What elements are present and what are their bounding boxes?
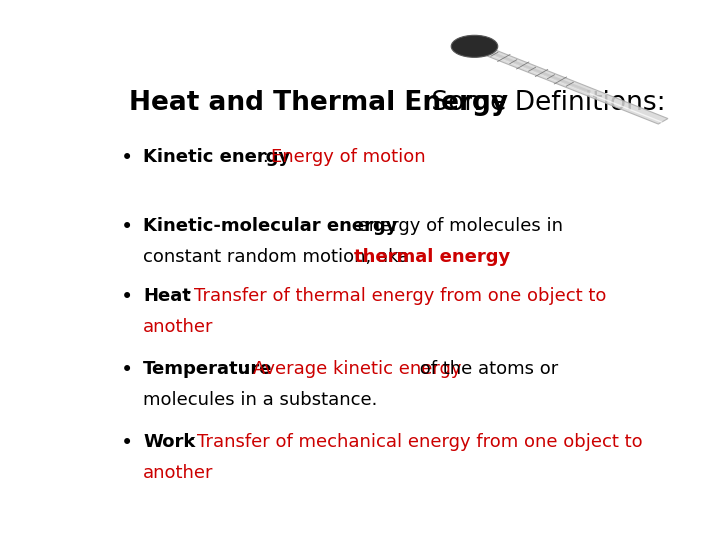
Text: molecules in a substance.: molecules in a substance. — [143, 391, 377, 409]
Text: constant random motion, aka: constant random motion, aka — [143, 248, 415, 266]
Text: Transfer of mechanical energy from one object to: Transfer of mechanical energy from one o… — [197, 433, 643, 451]
Text: :: : — [243, 360, 256, 378]
Text: Kinetic energy: Kinetic energy — [143, 148, 290, 166]
Text: Some Definitions:: Some Definitions: — [423, 90, 665, 116]
Polygon shape — [469, 44, 668, 124]
Text: :: : — [257, 148, 275, 166]
Text: another: another — [143, 464, 214, 482]
Text: Transfer of thermal energy from one object to: Transfer of thermal energy from one obje… — [194, 287, 606, 305]
Circle shape — [451, 35, 498, 57]
Text: Heat: Heat — [143, 287, 191, 305]
Text: Kinetic-molecular energy: Kinetic-molecular energy — [143, 217, 397, 234]
Text: of the atoms or: of the atoms or — [414, 360, 559, 378]
Text: •: • — [121, 433, 133, 453]
Text: Temperature: Temperature — [143, 360, 272, 378]
Text: Average kinetic energy: Average kinetic energy — [253, 360, 461, 378]
Text: Energy of motion: Energy of motion — [271, 148, 426, 166]
Text: :: : — [184, 433, 201, 451]
Text: thermal energy: thermal energy — [354, 248, 510, 266]
Text: Heat and Thermal Energy: Heat and Thermal Energy — [129, 90, 508, 116]
Text: •: • — [121, 148, 133, 168]
Text: another: another — [143, 319, 214, 336]
Text: Work: Work — [143, 433, 195, 451]
Text: : energy of molecules in: : energy of molecules in — [341, 217, 563, 234]
Text: :: : — [180, 287, 198, 305]
Text: •: • — [121, 360, 133, 380]
Text: •: • — [121, 217, 133, 237]
Text: •: • — [121, 287, 133, 307]
